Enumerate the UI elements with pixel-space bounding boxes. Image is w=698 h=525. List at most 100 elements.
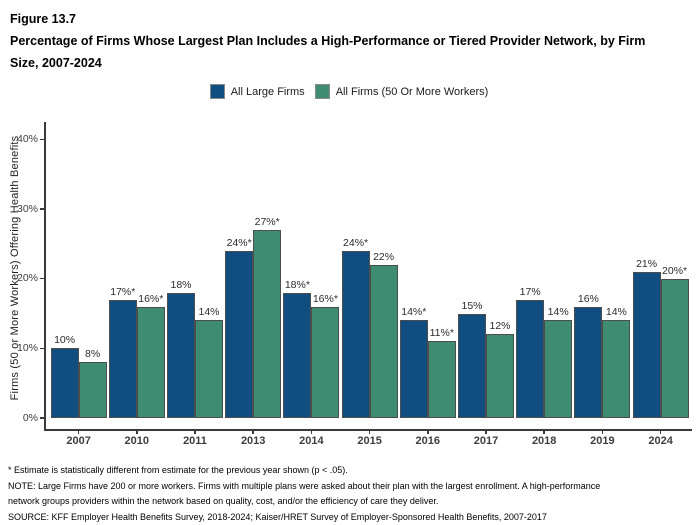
x-tick-label: 2017: [473, 435, 499, 447]
y-axis-title: Firms (50 or More Workers) Offering Heal…: [9, 135, 21, 401]
x-tick-label: 2016: [415, 435, 441, 447]
bar-column: 8%: [78, 122, 107, 418]
bar-column: 17%*: [108, 122, 137, 418]
y-tick: [40, 208, 44, 210]
figure-number: Figure 13.7: [10, 12, 76, 26]
x-tick-label: 2011: [183, 435, 207, 447]
bar-value-label: 15%: [461, 300, 483, 312]
y-tick: [40, 417, 44, 419]
y-tick-label: 0%: [22, 411, 38, 424]
bar: [50, 348, 79, 418]
bar-group: 21% 20%*: [632, 122, 689, 418]
bar-value-label: 16%: [577, 293, 599, 305]
bar-group: 14%* 11%*: [399, 122, 456, 418]
bar: [574, 307, 603, 418]
bar-value-label: 12%: [489, 320, 511, 332]
bar-value-label: 10%: [54, 334, 76, 346]
bar-group: 24%* 22%: [341, 122, 398, 418]
bar-value-label: 21%: [636, 258, 658, 270]
bar: [660, 279, 689, 418]
bar-value-label: 17%*: [110, 286, 136, 298]
bar: [369, 265, 398, 418]
x-tick: [136, 430, 138, 434]
bar: [632, 272, 661, 418]
bar: [427, 341, 456, 418]
x-tick: [601, 430, 604, 434]
bar-column: 11%*: [427, 122, 456, 418]
bar-value-label: 14%: [605, 306, 627, 318]
bar-value-label: 20%*: [662, 265, 688, 277]
y-tick-label: 30%: [16, 202, 38, 215]
footnote-note-line2: network groups providers within the netw…: [8, 496, 439, 506]
x-tick-label: 2024: [648, 435, 673, 447]
bar: [78, 362, 107, 418]
bar: [458, 314, 486, 418]
bar: [516, 300, 545, 418]
legend-label: All Large Firms: [230, 85, 305, 98]
x-tick: [543, 430, 545, 434]
plot-area: 10% 8% 17%* 16%* 18% 14% 24%* 27%* 18%* 16%* 24%* 2…: [48, 122, 692, 418]
bar-group: 18% 14%: [167, 122, 223, 418]
bar: [399, 320, 428, 418]
y-axis-line: [44, 122, 46, 430]
bar: [108, 300, 137, 418]
bar-value-label: 16%*: [312, 293, 338, 305]
bar-column: 14%*: [399, 122, 428, 418]
bar-column: 22%: [369, 122, 398, 418]
bar-column: 16%: [574, 122, 603, 418]
x-tick-label: 2013: [240, 435, 266, 447]
bar-group: 17% 14%: [516, 122, 573, 418]
legend-item: All Firms (50 Or More Workers): [314, 84, 489, 99]
x-tick: [427, 430, 429, 434]
bar-value-label: 14%*: [401, 306, 427, 318]
x-tick-label: 2010: [124, 435, 150, 447]
bar-group: 15% 12%: [458, 122, 514, 418]
bar-column: 24%*: [225, 122, 254, 418]
bar-value-label: 17%: [519, 286, 541, 298]
x-tick: [77, 430, 80, 434]
bar-value-label: 24%*: [226, 237, 252, 249]
x-tick-label: 2007: [66, 435, 91, 447]
bar-value-label: 27%*: [254, 216, 280, 228]
bar-column: 16%*: [136, 122, 165, 418]
x-axis-line: [44, 429, 692, 431]
bar-column: 15%: [458, 122, 486, 418]
bar-column: 24%*: [341, 122, 370, 418]
bar-group: 10% 8%: [50, 122, 107, 418]
bar: [283, 293, 312, 418]
x-tick-label: 2014: [299, 435, 324, 447]
bar-column: 18%: [167, 122, 195, 418]
bar-group: 18%* 16%*: [283, 122, 340, 418]
legend-swatch: [209, 84, 225, 99]
y-tick: [40, 347, 44, 350]
footnote-significance: * Estimate is statistically different fr…: [8, 465, 348, 475]
legend-label: All Firms (50 Or More Workers): [335, 85, 489, 98]
legend-item: All Large Firms: [209, 84, 305, 99]
legend: All Large Firms All Firms (50 Or More Wor…: [0, 84, 698, 99]
x-tick-label: 2019: [590, 435, 615, 447]
footnote-note-line1: NOTE: Large Firms have 200 or more worke…: [8, 480, 601, 491]
bar-column: 21%: [632, 122, 661, 418]
bar-column: 12%: [486, 122, 514, 418]
bar: [486, 334, 514, 418]
y-tick: [40, 138, 44, 141]
footnotes: * Estimate is statistically different fr…: [8, 463, 692, 525]
bar: [602, 320, 631, 418]
legend-swatch: [314, 84, 330, 99]
bar-value-label: 14%: [198, 306, 220, 318]
bar-value-label: 8%: [85, 348, 101, 360]
y-tick-label: 10%: [16, 341, 38, 354]
bar: [341, 251, 370, 418]
bar: [544, 320, 573, 418]
bar-column: 17%: [516, 122, 545, 418]
bar: [136, 307, 165, 418]
bar: [225, 251, 254, 418]
x-tick: [659, 430, 662, 434]
bar-group: 16% 14%: [574, 122, 631, 418]
bar-column: 27%*: [253, 122, 282, 418]
figure-title: Percentage of Firms Whose Largest Plan I…: [10, 34, 646, 70]
bar-value-label: 18%*: [284, 279, 310, 291]
bar-column: 16%*: [311, 122, 340, 418]
bar: [195, 320, 223, 418]
x-tick: [485, 430, 487, 434]
